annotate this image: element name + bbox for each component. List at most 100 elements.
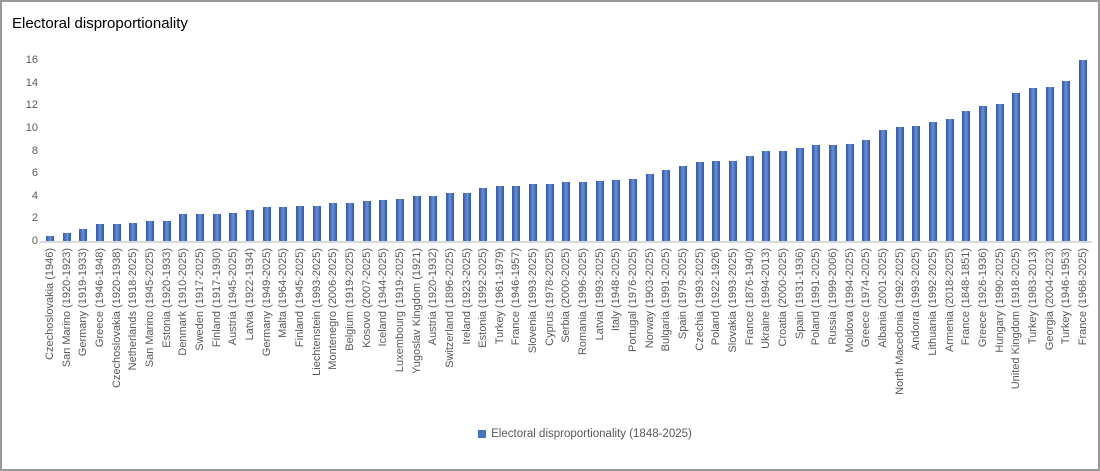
bar <box>345 202 354 241</box>
x-category-label: Luxembourg (1919-2025) <box>393 248 406 373</box>
bar <box>895 126 904 241</box>
x-category-label: Malta (1964-2025) <box>277 248 290 338</box>
bar <box>79 228 88 241</box>
x-category-label: Turkey (1946-1953) <box>1060 248 1073 345</box>
x-category-label: Norway (1903-2025) <box>643 248 656 349</box>
bar <box>712 160 721 241</box>
x-category-label: Georgia (2004-2023) <box>1043 248 1056 351</box>
bar <box>495 185 504 241</box>
x-category-label: Germany (1949-2025) <box>260 248 273 357</box>
x-category-label: Greece (1974-2025) <box>860 248 873 348</box>
bar <box>812 144 821 241</box>
bar <box>879 130 887 241</box>
x-category-label: Cyprus (1978-2025) <box>543 248 556 346</box>
x-category-label: Armenia (2018-2025) <box>943 248 956 352</box>
x-category-label: Sweden (1917-2025) <box>193 248 206 351</box>
x-category-label: Montenegro (2006-2025) <box>327 248 340 370</box>
bar <box>329 202 338 241</box>
x-category-label: Turkey (1983-2013) <box>1026 248 1039 345</box>
bar <box>412 195 421 241</box>
x-category-label: San Marino (1945-2025) <box>143 248 156 368</box>
y-tick-label: 4 <box>31 189 38 202</box>
x-category-label: Yugoslav Kingdom (1921) <box>410 248 423 374</box>
x-category-label: France (1968-2025) <box>1076 248 1089 346</box>
x-category-label: Spain (1931-1936) <box>793 248 806 340</box>
bar <box>562 182 571 241</box>
bar <box>995 104 1004 241</box>
bar <box>912 125 921 241</box>
x-category-label: San Marino (1920-1923) <box>60 248 73 368</box>
x-category-label: Switzerland (1896-2025) <box>443 248 456 368</box>
x-category-label: Ukraine (1994-2013) <box>760 248 773 349</box>
bar <box>762 150 771 241</box>
x-category-label: Liechtenstein (1993-2025) <box>310 248 323 376</box>
x-category-label: Denmark (1910-2025) <box>177 248 190 356</box>
x-category-label: Czechia (1993-2025) <box>693 248 706 351</box>
bar <box>262 207 271 241</box>
bar <box>662 169 671 241</box>
x-category-label: Moldova (1994-2025) <box>843 248 856 353</box>
y-tick-label: 10 <box>25 121 38 134</box>
legend: Electoral disproportionality (1848-2025) <box>37 428 1098 440</box>
x-category-label: Germany (1919-1933) <box>77 248 90 357</box>
x-category-label: France (1946-1957) <box>510 248 523 346</box>
bar <box>779 150 788 241</box>
bar <box>462 193 471 241</box>
bar <box>978 106 987 241</box>
bar <box>279 207 288 241</box>
bar <box>595 181 604 241</box>
bar <box>579 182 588 241</box>
bar <box>129 222 138 241</box>
bar <box>1028 88 1037 241</box>
x-category-label: Finland (1945-2025) <box>293 248 306 348</box>
x-category-label: France (1876-1940) <box>743 248 756 346</box>
bar <box>962 110 971 241</box>
bar <box>46 236 54 241</box>
bar <box>512 185 521 241</box>
x-category-label: Austria (1920-1932) <box>427 248 440 346</box>
bar <box>529 184 538 241</box>
x-category-label: Turkey (1961-1979) <box>493 248 506 345</box>
bar <box>245 210 254 241</box>
bar <box>112 224 121 241</box>
x-category-label: Latvia (1922-1934) <box>243 248 256 341</box>
x-category-label: Slovenia (1993-2025) <box>527 248 540 354</box>
y-tick-label: 2 <box>31 212 38 225</box>
bar <box>862 140 871 241</box>
bar <box>312 205 321 241</box>
x-category-label: North Macedonia (1992-2025) <box>893 248 906 395</box>
bar <box>62 233 71 241</box>
x-category-label: Poland (1922-1926) <box>710 248 723 346</box>
bar <box>729 160 738 241</box>
bar <box>928 122 937 241</box>
x-category-label: Italy (1948-2025) <box>610 248 623 332</box>
x-category-label: Serbia (2000-2025) <box>560 248 573 343</box>
bar <box>745 156 754 241</box>
y-tick-label: 12 <box>25 99 38 112</box>
x-category-label: Russia (1999-2006) <box>827 248 840 345</box>
y-tick-label: 8 <box>31 144 38 157</box>
x-category-label: Andorra (1993-2025) <box>910 248 923 351</box>
bar <box>429 195 438 241</box>
bar <box>545 184 554 241</box>
bar <box>229 212 238 241</box>
bar <box>845 143 854 241</box>
chart-title: Electoral disproportionality <box>12 15 188 32</box>
bar <box>162 220 171 241</box>
x-category-label: Czechoslovakia (1920-1938) <box>110 248 123 389</box>
bar <box>695 161 704 241</box>
bar <box>629 178 638 241</box>
x-category-label: Lithuania (1992-2025) <box>926 248 939 356</box>
x-category-label: Portugal (1976-2025) <box>627 248 640 352</box>
bar <box>479 187 488 241</box>
x-axis-line <box>40 241 1092 243</box>
x-category-label: Kosovo (2007-2025) <box>360 248 373 348</box>
y-tick-label: 14 <box>25 76 38 89</box>
bar <box>1045 87 1054 241</box>
y-tick-label: 16 <box>25 54 38 66</box>
x-category-label: Slovakia (1993-2025) <box>727 248 740 353</box>
x-category-label: Romania (1996-2025) <box>577 248 590 356</box>
x-category-label: Greece (1946-1948) <box>93 248 106 348</box>
bar <box>1062 81 1071 241</box>
